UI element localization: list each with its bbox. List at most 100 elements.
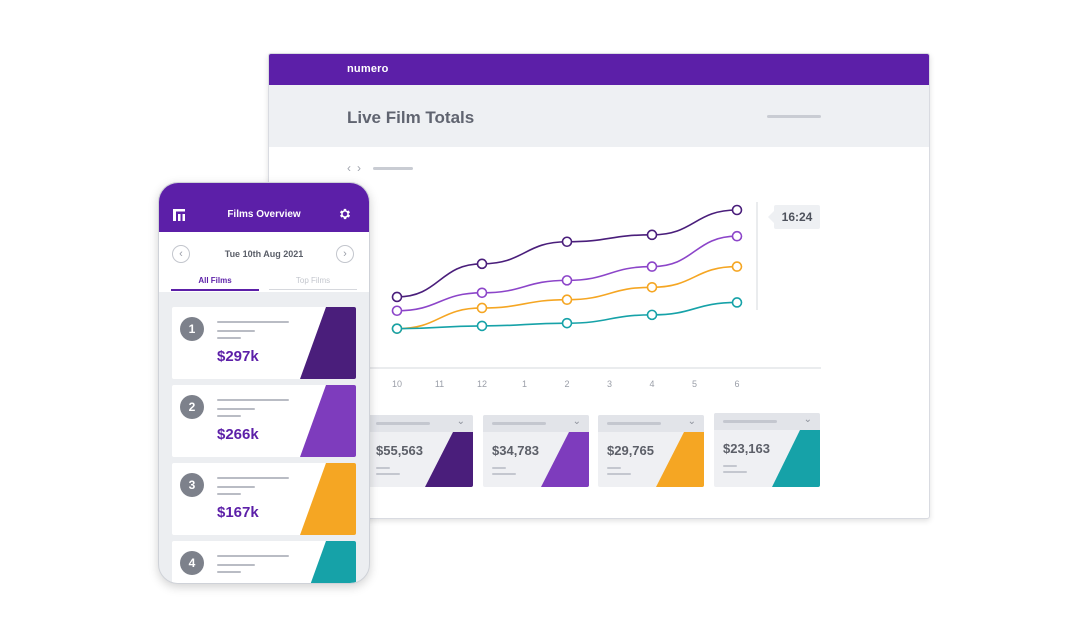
brand-logo[interactable]: numero [347,63,389,75]
data-point [391,323,403,334]
card-line [607,467,621,469]
data-point [561,317,573,329]
data-point [561,294,573,305]
card-line [723,471,747,473]
text-placeholder-line [217,555,289,557]
text-placeholder-line [217,564,255,566]
chevron-down-icon[interactable]: ⌄ [687,416,696,427]
card-value: $23,163 [723,441,770,456]
prev-date-button[interactable]: ‹ [172,245,190,263]
text-placeholder-line [217,477,289,479]
rank-badge: 1 [180,317,204,341]
card-line [723,465,737,467]
next-date-button[interactable]: › [336,245,354,263]
data-point [476,320,488,332]
x-tick-label: 5 [692,379,697,389]
phone-header: Films Overview [159,183,369,232]
line-chart: 10 11 12 1 2 3 4 5 6 [369,202,821,389]
film-color-shape [300,385,356,457]
card-line [492,467,506,469]
data-point [391,305,403,317]
chevron-down-icon[interactable]: ⌄ [572,416,581,427]
film-color-shape [300,463,356,535]
card-color-shape [425,432,473,487]
header-placeholder-line [767,115,821,118]
tab-top-films[interactable]: Top Films [269,276,357,290]
film-total: $266k [217,426,259,443]
card-value: $34,783 [492,443,539,458]
total-card[interactable]: ⌄ $55,563 [367,415,473,487]
gear-icon[interactable] [338,207,352,221]
card-color-shape [772,430,820,487]
data-point [476,287,488,299]
x-tick-label: 12 [477,379,487,389]
card-header-line [607,422,661,425]
total-card[interactable]: ⌄ $29,765 [598,415,704,487]
text-placeholder-line [217,493,241,495]
card-line [492,473,516,475]
card-header: ⌄ [483,415,589,432]
film-total: $167k [217,504,259,521]
x-tick-label: 2 [564,379,569,389]
card-value: $29,765 [607,443,654,458]
total-card[interactable]: ⌄ $34,783 [483,415,589,487]
card-color-shape [656,432,704,487]
film-color-shape [310,541,356,583]
rank-badge: 4 [180,551,204,575]
x-tick-label: 11 [435,379,444,389]
card-header-line [492,422,546,425]
data-point [561,236,573,248]
list-item[interactable]: 3 $167k [172,463,356,535]
tab-all-films[interactable]: All Films [171,276,259,291]
chart-building-icon[interactable] [172,208,186,222]
x-tick-label: 6 [734,379,739,389]
data-point [646,261,658,272]
text-placeholder-line [217,321,289,323]
data-point [731,297,743,308]
time-badge: 16:24 [768,205,820,229]
card-header: ⌄ [714,413,820,430]
text-placeholder-line [217,486,255,488]
data-point [476,302,488,314]
x-tick-label: 4 [649,379,654,389]
film-color-shape [300,307,356,379]
card-line [607,473,631,475]
current-date: Tue 10th Aug 2021 [224,249,304,259]
chevron-right-icon[interactable]: › [357,161,361,175]
list-item[interactable]: 4 [172,541,356,583]
data-point [561,275,573,286]
chevron-down-icon[interactable]: ⌄ [803,414,812,425]
card-header-line [376,422,430,425]
data-point [731,261,743,272]
desktop-window: numero Live Film Totals ‹ › 10 11 12 1 2 3 4 5 6… [268,53,930,519]
film-total: $297k [217,348,259,365]
card-header: ⌄ [598,415,704,432]
text-placeholder-line [217,330,255,332]
rank-badge: 2 [180,395,204,419]
x-tick-label: 10 [392,379,402,389]
text-placeholder-line [217,571,241,573]
chevron-down-icon[interactable]: ⌄ [456,416,465,427]
top-bar: numero [269,54,929,85]
list-item[interactable]: 1 $297k [172,307,356,379]
text-placeholder-line [217,408,255,410]
data-point [731,230,743,242]
card-line [376,473,400,475]
x-tick-label: 1 [522,379,527,389]
card-header: ⌄ [367,415,473,432]
data-point [731,204,743,216]
nav-placeholder-line [373,167,413,170]
text-placeholder-line [217,415,241,417]
data-point [646,229,658,241]
text-placeholder-line [217,399,289,401]
card-color-shape [541,432,589,487]
phone-app: Films Overview ‹ Tue 10th Aug 2021 › All… [158,182,370,584]
data-point [646,281,658,293]
page-title: Live Film Totals [347,108,475,127]
list-item[interactable]: 2 $266k [172,385,356,457]
chevron-left-icon[interactable]: ‹ [347,161,351,175]
data-point [476,258,488,270]
phone-title: Films Overview [227,209,301,220]
page-header: Live Film Totals [269,85,929,147]
total-card[interactable]: ⌄ $23,163 [714,413,820,487]
